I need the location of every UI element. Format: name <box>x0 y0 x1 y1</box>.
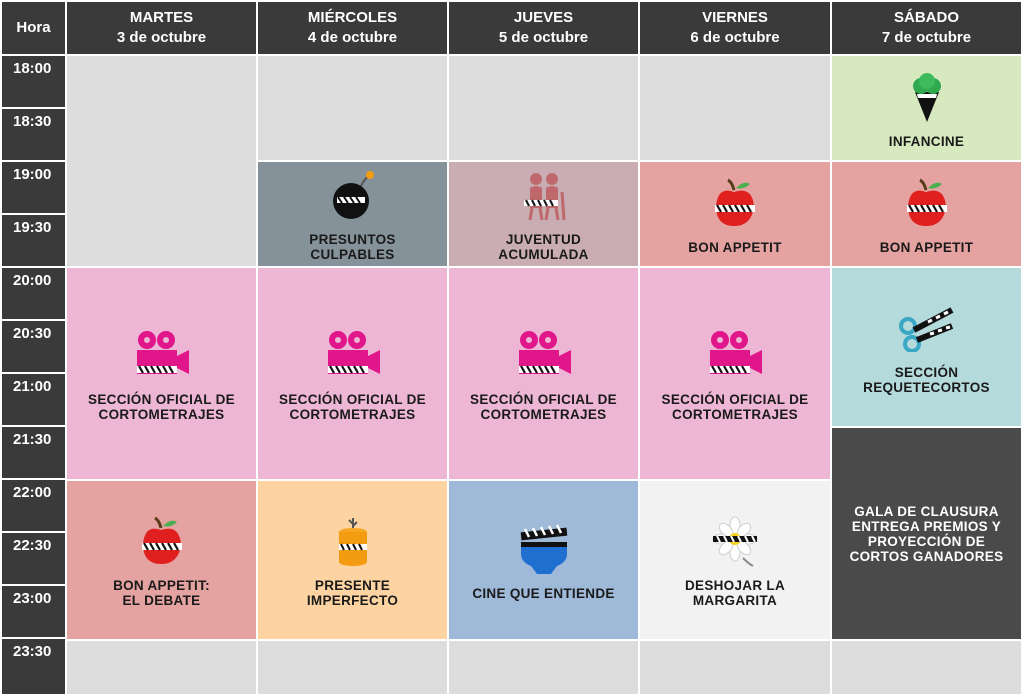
empty-slot <box>640 56 830 160</box>
day-date: 6 de octubre <box>690 29 780 46</box>
event-title: PRESENTE IMPERFECTO <box>306 578 399 608</box>
day-date: 5 de octubre <box>498 29 589 46</box>
event-seccion-oficial[interactable]: SECCIÓN OFICIAL DE CORTOMETRAJES <box>258 268 447 479</box>
day-header-wednesday: MIÉRCOLES 4 de octubre <box>258 2 447 54</box>
event-seccion-oficial[interactable]: SECCIÓN OFICIAL DE CORTOMETRAJES <box>449 268 638 479</box>
ice-cream-clapper-icon <box>907 68 947 128</box>
empty-slot <box>67 641 256 694</box>
day-header-saturday: SÁBADO 7 de octubre <box>832 2 1021 54</box>
empty-slot <box>449 56 638 160</box>
day-name: JUEVES <box>513 9 574 26</box>
time-slot-label: 18:30 <box>2 109 65 160</box>
time-slot-label: 23:00 <box>2 586 65 637</box>
hour-header-label: Hora <box>16 19 51 36</box>
day-date: 7 de octubre <box>881 29 972 46</box>
movie-camera-icon <box>515 326 573 386</box>
empty-slot <box>640 641 830 694</box>
time-slot-label: 19:30 <box>2 215 65 266</box>
event-title: SECCIÓN OFICIAL DE CORTOMETRAJES <box>661 391 809 422</box>
movie-camera-icon <box>706 326 764 386</box>
day-date: 4 de octubre <box>307 29 398 46</box>
event-title: DESHOJAR LA MARGARITA <box>684 578 786 608</box>
event-title: BON APPETIT: EL DEBATE <box>113 578 210 608</box>
apple-clapper-icon <box>712 174 758 234</box>
time-slot-label: 21:30 <box>2 427 65 478</box>
day-header-friday: VIERNES 6 de octubre <box>640 2 830 54</box>
time-slot-label: 22:00 <box>2 480 65 531</box>
event-seccion-oficial[interactable]: SECCIÓN OFICIAL DE CORTOMETRAJES <box>67 268 256 479</box>
empty-slot <box>449 641 638 694</box>
empty-slot <box>832 641 1021 694</box>
time-slot-label: 18:00 <box>2 56 65 107</box>
time-slot-label: 21:00 <box>2 374 65 425</box>
event-title: SECCIÓN OFICIAL DE CORTOMETRAJES <box>470 391 617 422</box>
day-name: MARTES <box>129 9 194 26</box>
empty-slot <box>67 56 256 266</box>
event-title: SECCIÓN REQUETECORTOS <box>863 365 990 395</box>
movie-camera-icon <box>133 326 191 386</box>
event-bon-appetit-debate[interactable]: BON APPETIT: EL DEBATE <box>67 481 256 639</box>
event-seccion-oficial[interactable]: SECCIÓN OFICIAL DE CORTOMETRAJES <box>640 268 830 479</box>
event-deshojar-la-margarita[interactable]: DESHOJAR LA MARGARITA <box>640 481 830 639</box>
bomb-clapper-icon <box>329 166 377 226</box>
event-title: JUVENTUD ACUMULADA <box>498 232 589 262</box>
event-title: CINE QUE ENTIENDE <box>472 585 615 601</box>
event-gala-clausura[interactable]: GALA DE CLAUSURA ENTREGA PREMIOS Y PROYE… <box>832 428 1021 639</box>
event-presente-imperfecto[interactable]: PRESENTE IMPERFECTO <box>258 481 447 639</box>
time-slot-label: 20:00 <box>2 268 65 319</box>
time-slot-label: 22:30 <box>2 533 65 584</box>
apple-clapper-icon <box>904 174 950 234</box>
empty-slot <box>258 641 447 694</box>
day-name: MIÉRCOLES <box>307 9 398 26</box>
day-date: 3 de octubre <box>116 29 207 46</box>
day-header-thursday: JUEVES 5 de octubre <box>449 2 638 54</box>
time-slot-label: 23:30 <box>2 639 65 694</box>
event-title: BON APPETIT <box>688 239 782 255</box>
event-title: GALA DE CLAUSURA ENTREGA PREMIOS Y PROYE… <box>849 503 1004 564</box>
event-title: SECCIÓN OFICIAL DE CORTOMETRAJES <box>88 391 235 422</box>
candle-clapper-icon <box>333 512 373 572</box>
day-name: VIERNES <box>702 9 768 26</box>
movie-camera-icon <box>324 326 382 386</box>
apple-clapper-icon <box>139 512 185 572</box>
event-seccion-requetecortos[interactable]: SECCIÓN REQUETECORTOS <box>832 268 1021 426</box>
event-title: SECCIÓN OFICIAL DE CORTOMETRAJES <box>279 391 426 422</box>
event-title: PRESUNTOS CULPABLES <box>309 232 396 262</box>
day-header-tuesday: MARTES 3 de octubre <box>67 2 256 54</box>
empty-slot <box>258 56 447 160</box>
time-slot-label: 20:30 <box>2 321 65 372</box>
event-presuntos-culpables[interactable]: PRESUNTOS CULPABLES <box>258 162 447 266</box>
scissors-clapper-icon <box>898 299 956 359</box>
day-name: SÁBADO <box>893 9 959 26</box>
event-cine-que-entiende[interactable]: CINE QUE ENTIENDE <box>449 481 638 639</box>
event-bon-appetit[interactable]: BON APPETIT <box>640 162 830 266</box>
event-juventud-acumulada[interactable]: JUVENTUD ACUMULADA <box>449 162 638 266</box>
hour-column-header: Hora <box>2 2 65 54</box>
time-slot-label: 19:00 <box>2 162 65 213</box>
event-infancine[interactable]: INFANCINE <box>832 56 1021 160</box>
clapper-heart-icon <box>517 520 571 580</box>
daisy-clapper-icon <box>707 512 763 572</box>
event-title: BON APPETIT <box>879 239 974 255</box>
event-title: INFANCINE <box>888 133 965 149</box>
event-bon-appetit[interactable]: BON APPETIT <box>832 162 1021 266</box>
elderly-couple-icon <box>518 166 570 226</box>
